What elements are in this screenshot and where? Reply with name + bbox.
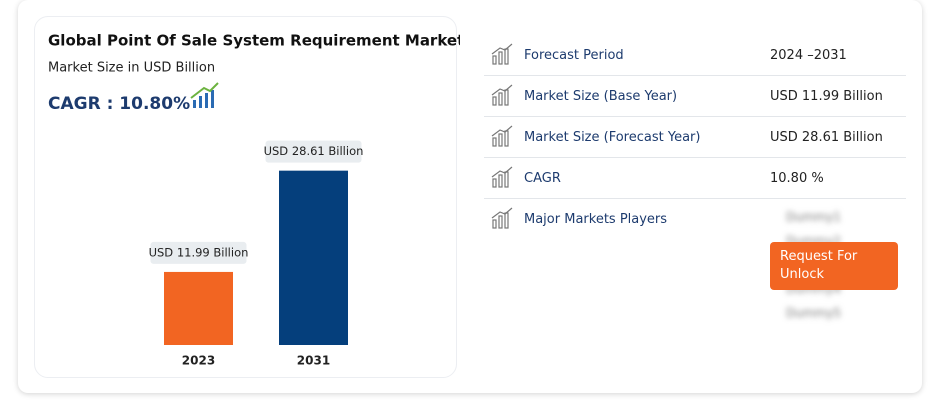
bar [279, 170, 348, 345]
x-tick-label: 2031 [297, 354, 330, 368]
value-label-bg [150, 241, 247, 264]
row-value: USD 28.61 Billion [770, 130, 883, 145]
table-row: CAGR 10.80 % [484, 157, 906, 199]
row-icon [491, 84, 513, 106]
table-row: Forecast Period 2024 –2031 [484, 34, 906, 76]
row-label: Market Size (Base Year) [524, 89, 678, 104]
table-row: Market Size (Base Year) USD 11.99 Billion [484, 75, 906, 117]
row-icon [491, 125, 513, 147]
value-label: USD 28.61 Billion [264, 144, 364, 158]
table-row: Market Size (Forecast Year) USD 28.61 Bil… [484, 116, 906, 158]
chart: Global Point Of Sale System Requirement … [48, 32, 460, 368]
row-icon [491, 207, 513, 229]
row-label: Forecast Period [524, 48, 624, 63]
row-value: 2024 –2031 [770, 48, 847, 63]
value-label-bg [265, 140, 362, 163]
player: Dummy1 [786, 210, 841, 224]
row-value: 10.80 % [770, 171, 824, 186]
row-label: Major Markets Players [524, 212, 668, 227]
value-label: USD 11.99 Billion [149, 245, 249, 259]
chart-subtitle: Market Size in USD Billion [48, 61, 215, 76]
chart-title: Global Point Of Sale System Requirement … [48, 32, 460, 50]
bar [164, 271, 233, 345]
row-label: CAGR [524, 171, 561, 186]
row-icon [491, 43, 513, 65]
row-value: USD 11.99 Billion [770, 89, 883, 104]
x-tick-label: 2023 [182, 354, 215, 368]
cagr: CAGR : 10.80% [48, 94, 190, 114]
chart-card [34, 16, 457, 378]
table-row: Major Markets Players [484, 198, 906, 239]
player: Dummy5 [786, 306, 841, 320]
row-icon [491, 166, 513, 188]
unlock-button[interactable]: Request For Unlock [770, 242, 898, 290]
row-label: Market Size (Forecast Year) [524, 130, 701, 145]
cagr-icon [190, 82, 219, 108]
